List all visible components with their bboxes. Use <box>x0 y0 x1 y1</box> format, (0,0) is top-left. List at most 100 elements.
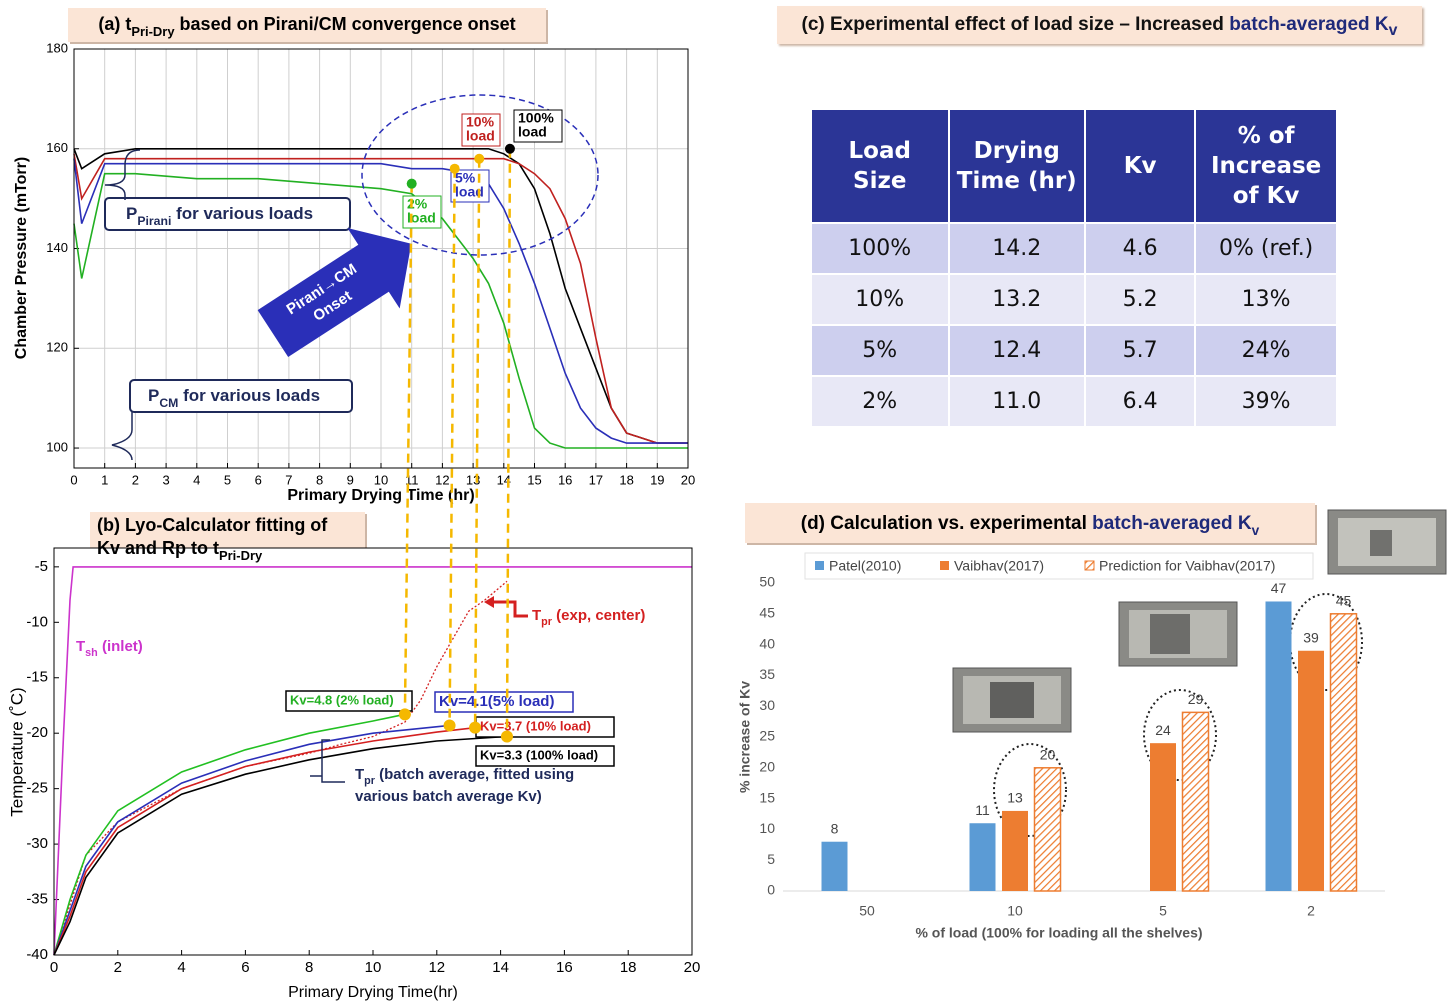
chart-title-part: v <box>1252 523 1260 538</box>
x-tick-label: 10 <box>374 472 388 487</box>
cell: 13% <box>1195 273 1338 325</box>
cell: 2% <box>812 375 950 426</box>
x-tick-label: 16 <box>558 472 572 487</box>
y-tick-label: -10 <box>26 613 48 630</box>
row: 2% 11.0 6.4 39% <box>812 375 1338 426</box>
y-tick-label: 45 <box>759 605 775 621</box>
x-tick-label: 2 <box>132 472 139 487</box>
y-axis-label: % increase of Kv <box>737 681 753 793</box>
x-tick-label: 3 <box>162 472 169 487</box>
onset-connector <box>505 148 512 737</box>
chart-title-part: based on Pirani/CM convergence onset <box>175 14 516 34</box>
onset-point <box>449 163 460 174</box>
plot-frame <box>73 48 689 469</box>
panel-c-title: (c) Experimental effect of load size – I… <box>777 6 1422 44</box>
annotation: Tpr (exp, center) <box>532 607 645 628</box>
onset-connector <box>473 158 481 728</box>
y-tick-label: 5 <box>767 851 775 867</box>
kv-label: Kv=4.8 (2% load) <box>290 692 394 707</box>
x-tick-label: 17 <box>589 472 603 487</box>
x-tick-label: 20 <box>684 959 701 976</box>
highlight-ellipse <box>361 94 599 256</box>
header-cell: Drying Time (hr) <box>948 110 1086 223</box>
title-part: v <box>1388 21 1398 39</box>
y-tick-label: 40 <box>759 635 775 651</box>
y-tick-label: 180 <box>46 40 68 55</box>
x-tick-label: 4 <box>193 472 200 487</box>
bar <box>1329 613 1358 892</box>
title-box <box>68 8 546 42</box>
y-tick-label: -20 <box>26 724 48 741</box>
highlight-ellipse <box>1143 689 1217 781</box>
row: 5% 12.4 5.7 24% <box>812 324 1338 376</box>
data-label: 11 <box>975 802 990 818</box>
y-tick-label: 50 <box>759 574 775 590</box>
annotation: PPirani for various loads <box>126 204 313 228</box>
x-axis-label: Primary Drying Time(hr) <box>288 984 458 1001</box>
annotation-part: P <box>126 204 137 223</box>
annotation-part: pr <box>541 616 553 628</box>
chart-title-part: Pri-Dry <box>131 24 175 39</box>
legend-label: Vaibhav(2017) <box>954 558 1044 574</box>
x-tick-label: 0 <box>70 472 77 487</box>
annotation-part: (inlet) <box>98 638 143 655</box>
kv-box <box>434 691 574 713</box>
x-tick-label: 6 <box>241 959 249 976</box>
onset-connector <box>403 183 413 715</box>
legend-swatch <box>940 561 949 570</box>
line-series <box>53 713 406 956</box>
annotation-part: CM <box>159 396 178 410</box>
x-axis-label: Primary Drying Time (hr) <box>287 487 474 504</box>
bar <box>1150 743 1176 891</box>
annotation: PCM for various loads <box>148 386 320 410</box>
x-tick-label: 50 <box>859 903 875 919</box>
row: 100% 14.2 4.6 0% (ref.) <box>812 222 1338 274</box>
chart-title-part: (b) Lyo-Calculator fitting of <box>97 515 328 535</box>
y-tick-label: -30 <box>26 835 48 852</box>
onset-point <box>504 143 515 154</box>
load-label: load <box>407 210 436 226</box>
annotation-part: (batch average, fitted using <box>375 766 574 783</box>
y-tick-label: -25 <box>26 780 48 797</box>
bar <box>1181 711 1210 892</box>
arrow-shape <box>257 227 412 358</box>
onset-connector <box>448 168 456 726</box>
y-axis-label: Chamber Pressure (mTorr) <box>13 157 30 359</box>
onset-point <box>406 178 417 189</box>
x-tick-label: 16 <box>556 959 573 976</box>
y-tick-label: 20 <box>759 759 775 775</box>
annotation-part: T <box>76 638 85 655</box>
legend-label: Patel(2010) <box>829 558 901 574</box>
cell: 5.7 <box>1085 324 1197 376</box>
data-label: 29 <box>1188 691 1204 707</box>
x-tick-label: 5 <box>224 472 231 487</box>
bar <box>969 823 996 891</box>
bar <box>1298 650 1324 891</box>
header-cell: Load Size <box>812 110 950 223</box>
x-tick-label: 1 <box>101 472 108 487</box>
highlight-ellipse <box>993 743 1067 837</box>
annotation: various batch average Kv) <box>355 788 542 805</box>
end-marker <box>500 730 513 743</box>
x-tick-label: 18 <box>620 959 637 976</box>
bar <box>1033 767 1062 892</box>
kv-box <box>285 690 413 712</box>
y-tick-label: 120 <box>46 340 68 355</box>
kv-box <box>475 745 615 767</box>
x-tick-label: 9 <box>347 472 354 487</box>
load-box <box>450 169 490 203</box>
y-tick-label: -35 <box>26 891 48 908</box>
data-label: 8 <box>831 820 839 836</box>
annotation-part: Pirani <box>137 214 171 228</box>
header-row: Load Size Drying Time (hr) Kv % of Incre… <box>812 110 1338 223</box>
bar <box>1265 601 1292 891</box>
x-tick-label: 4 <box>177 959 185 976</box>
end-marker <box>469 721 482 734</box>
photo <box>952 509 1447 733</box>
title-box <box>745 503 1315 543</box>
chart-title-part: (a) t <box>98 14 131 34</box>
load-box <box>513 109 563 143</box>
x-tick-label: 20 <box>681 472 695 487</box>
